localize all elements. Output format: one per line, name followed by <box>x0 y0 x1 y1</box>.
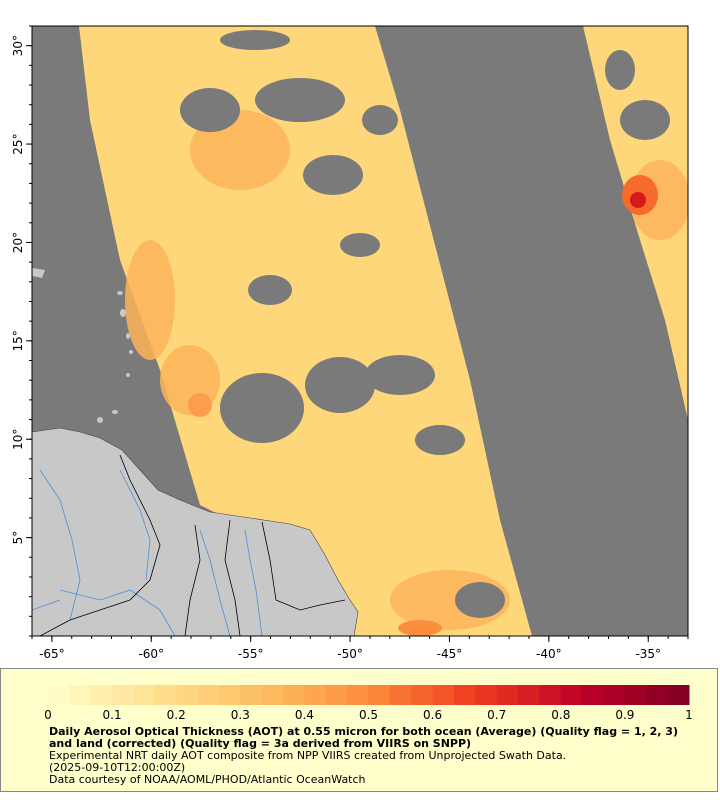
x-tick-label: -55° <box>238 647 264 661</box>
colorbar-cell <box>411 685 434 705</box>
data-gaps <box>180 30 670 618</box>
x-tick-label: -40° <box>536 647 562 661</box>
colorbar-tick-label: 0.2 <box>167 708 186 722</box>
x-tick-label: -45° <box>437 647 463 661</box>
caribbean-islands <box>32 268 133 423</box>
y-tick-label: 25° <box>11 133 25 154</box>
colorbar-cell <box>389 685 412 705</box>
colorbar-ticks: 0 0.1 0.2 0.3 0.4 0.5 0.6 0.7 0.8 0.9 1 <box>44 708 693 722</box>
x-tick-label: -60° <box>138 647 164 661</box>
y-tick-label: 20° <box>11 232 25 253</box>
colorbar-cell <box>133 685 156 705</box>
colorbar-tick-label: 0.6 <box>423 708 442 722</box>
x-tick-label: -65° <box>39 647 65 661</box>
colorbar-cell <box>176 685 199 705</box>
colorbar-cell <box>496 685 519 705</box>
south-america-landmass <box>32 427 359 636</box>
colorbar-tick-label: 1 <box>685 708 693 722</box>
x-axis: -65° -60° -55° -50° -45° -40° -35° <box>31 636 689 661</box>
colorbar-cell <box>112 685 134 705</box>
colorbar-tick-label: 0.3 <box>231 708 250 722</box>
caption-title: Daily Aerosol Optical Thickness (AOT) at… <box>49 725 682 750</box>
colorbar-tick-label: 0.9 <box>615 708 634 722</box>
colorbar-tick-label: 0.5 <box>359 708 378 722</box>
country-borders <box>39 454 346 636</box>
colorbar-cell <box>90 685 113 705</box>
colorbar-cell <box>624 685 647 705</box>
caption-source: Experimental NRT daily AOT composite fro… <box>49 749 567 762</box>
colorbar-cell <box>261 685 284 705</box>
plot-frame <box>31 25 689 637</box>
y-tick-label: 5° <box>11 531 25 545</box>
colorbar-cell <box>646 685 669 705</box>
caption-credit: Data courtesy of NOAA/AOML/PHOD/Atlantic… <box>49 773 366 786</box>
colorbar-cell <box>475 685 498 705</box>
colorbar-cell <box>154 685 177 705</box>
colorbar-cell <box>603 685 626 705</box>
colorbar-cell <box>539 685 562 705</box>
y-axis: 5° 10° 15° 20° 25° 30° <box>11 25 32 637</box>
x-tick-label: -35° <box>635 647 661 661</box>
colorbar-tick-label: 0.4 <box>295 708 314 722</box>
colorbar-cell <box>69 685 92 705</box>
legend-panel: 0 0.1 0.2 0.3 0.4 0.5 0.6 0.7 0.8 0.9 1 Daily Aero… <box>0 668 718 792</box>
aot-peak-patches <box>188 175 658 636</box>
colorbar-cell <box>518 685 540 705</box>
colorbar-cell <box>667 685 690 705</box>
aot-swath-main <box>79 26 532 636</box>
colorbar-tick-label: 0 <box>44 708 52 722</box>
colorbar-cell <box>240 685 263 705</box>
colorbar-cell <box>368 685 391 705</box>
colorbar-cell <box>218 685 241 705</box>
colorbar-cell <box>347 685 369 705</box>
y-tick-label: 15° <box>11 330 25 351</box>
colorbar-cell <box>197 685 220 705</box>
colorbar-cell <box>283 685 305 705</box>
rivers <box>32 469 263 636</box>
colorbar: 0 0.1 0.2 0.3 0.4 0.5 0.6 0.7 0.8 0.9 1 <box>44 685 693 722</box>
colorbar-cell <box>48 685 70 705</box>
colorbar-cell <box>453 685 476 705</box>
colorbar-cells <box>48 685 690 705</box>
caption-date: (2025-09-10T12:00:00Z) <box>49 761 186 774</box>
y-tick-label: 10° <box>11 429 25 450</box>
aot-map: -65° -60° -55° -50° -45° -40° -35° 5° 10° 15° 20°… <box>11 25 689 661</box>
y-tick-label: 30° <box>11 35 25 56</box>
colorbar-cell <box>304 685 327 705</box>
colorbar-tick-label: 0.1 <box>103 708 122 722</box>
colorbar-tick-label: 0.7 <box>487 708 506 722</box>
colorbar-cell <box>560 685 583 705</box>
colorbar-tick-label: 0.8 <box>551 708 570 722</box>
colorbar-cell <box>325 685 348 705</box>
x-tick-label: -50° <box>337 647 363 661</box>
colorbar-cell <box>432 685 455 705</box>
colorbar-cell <box>582 685 605 705</box>
